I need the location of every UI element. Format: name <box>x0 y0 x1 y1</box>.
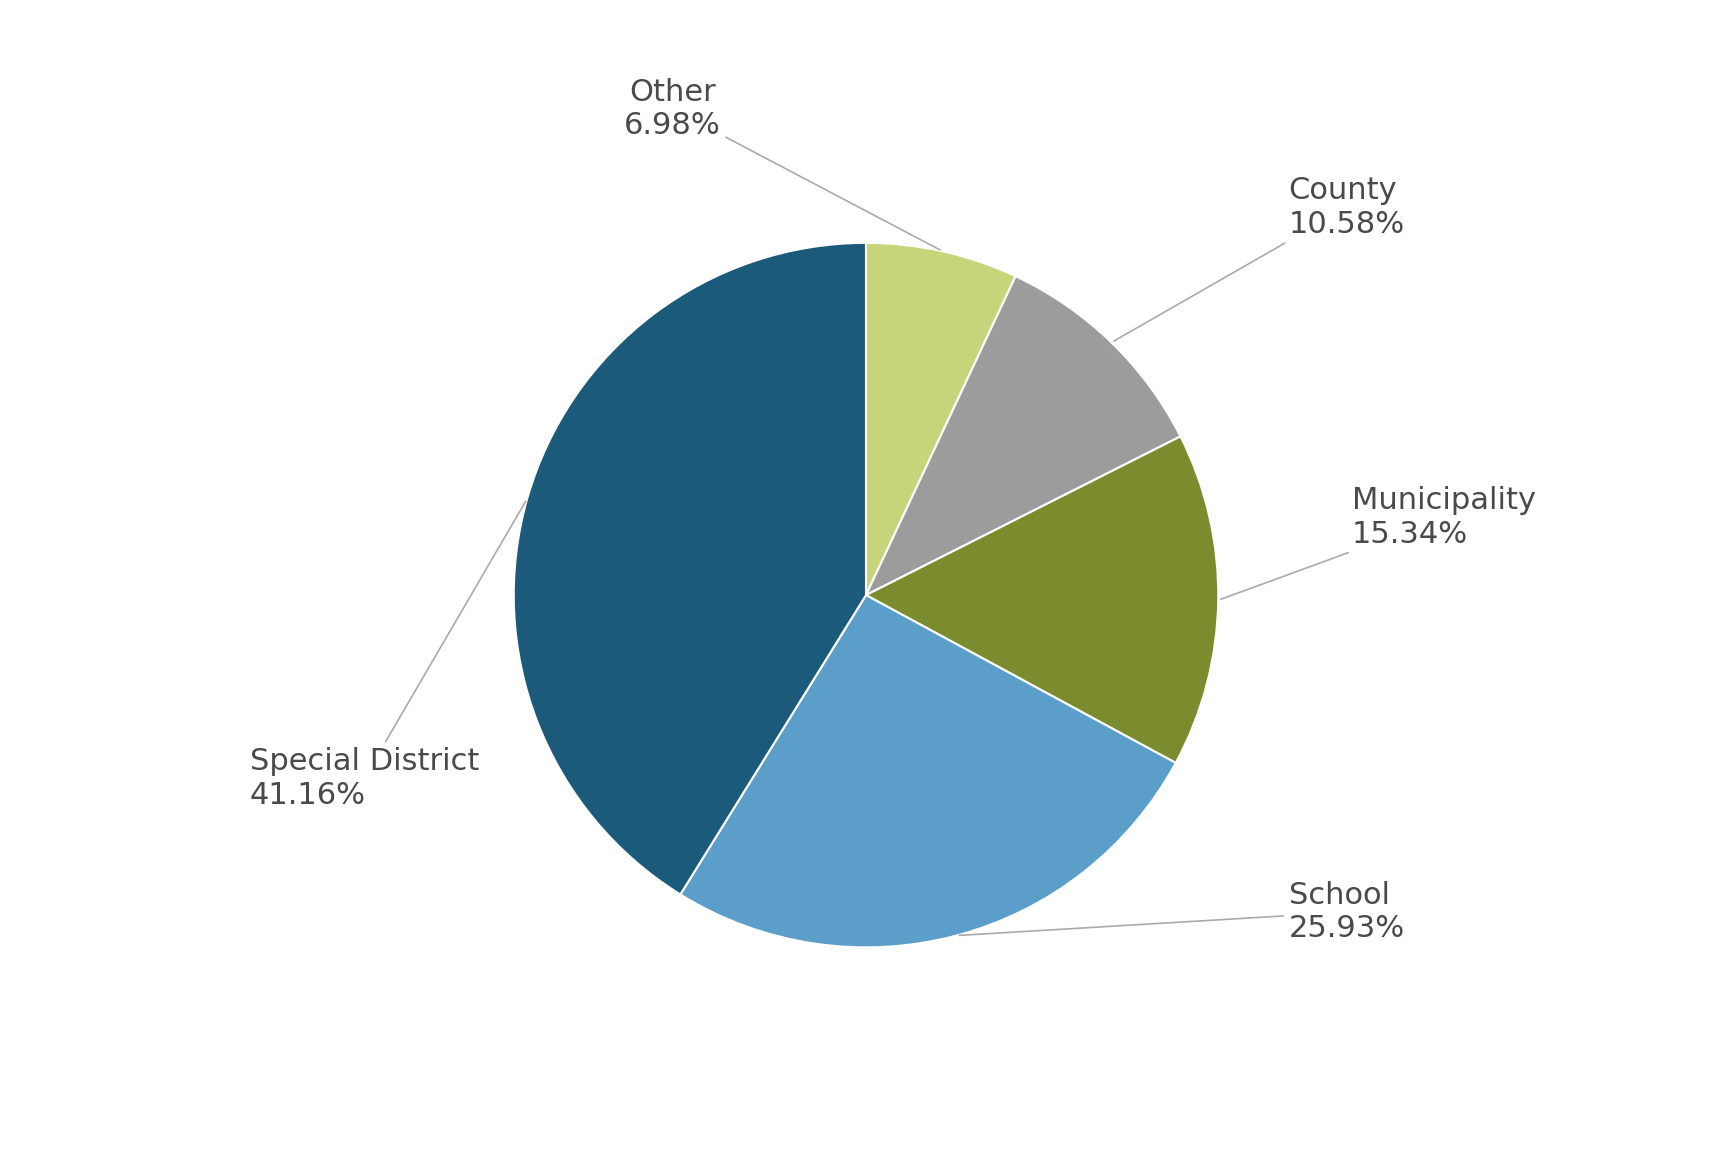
Wedge shape <box>866 243 1015 595</box>
Text: Other
6.98%: Other 6.98% <box>624 77 940 249</box>
Text: Municipality
15.34%: Municipality 15.34% <box>1221 486 1536 599</box>
Wedge shape <box>866 437 1218 763</box>
Wedge shape <box>514 243 866 894</box>
Text: County
10.58%: County 10.58% <box>1114 177 1405 341</box>
Text: Special District
41.16%: Special District 41.16% <box>249 501 527 810</box>
Text: School
25.93%: School 25.93% <box>960 881 1405 944</box>
Wedge shape <box>866 276 1181 595</box>
Wedge shape <box>681 595 1176 947</box>
